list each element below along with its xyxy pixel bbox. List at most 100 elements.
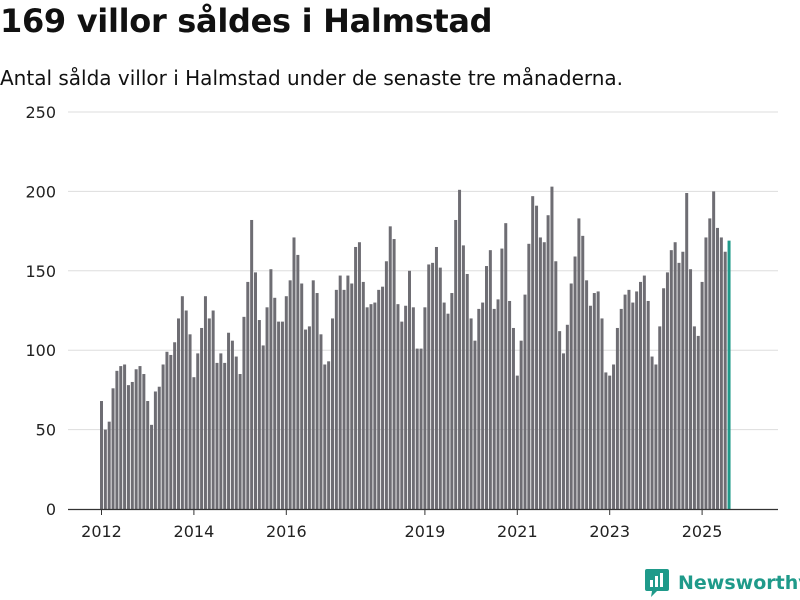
bar — [203, 296, 207, 509]
bar — [126, 385, 130, 509]
y-tick-label: 150 — [25, 262, 56, 281]
bar — [685, 192, 689, 510]
bar — [431, 262, 435, 509]
bar — [662, 288, 666, 509]
y-tick-label: 250 — [25, 103, 56, 122]
x-tick-label: 2021 — [497, 522, 538, 541]
bar — [111, 388, 115, 509]
page-title: 169 villor såldes i Halmstad — [0, 2, 493, 40]
bar — [450, 293, 454, 509]
bar — [138, 366, 142, 509]
bar — [323, 364, 327, 509]
y-tick-label: 0 — [46, 500, 56, 519]
bar — [642, 275, 646, 509]
bar — [454, 219, 458, 510]
bar — [361, 281, 365, 509]
bar — [619, 308, 623, 509]
x-tick-label: 2025 — [682, 522, 723, 541]
bar — [227, 332, 231, 509]
bar — [153, 391, 157, 509]
bar — [377, 289, 381, 509]
bar — [554, 261, 558, 509]
bar — [604, 372, 608, 509]
bar — [384, 261, 388, 509]
bar — [207, 318, 211, 509]
x-tick-label: 2012 — [81, 522, 122, 541]
bar — [654, 364, 658, 509]
bar — [242, 316, 246, 509]
bar — [280, 321, 284, 509]
bar — [415, 348, 419, 509]
bar — [180, 296, 184, 509]
bar — [173, 342, 177, 509]
bar — [331, 318, 334, 509]
bar — [234, 356, 238, 509]
bar — [265, 307, 269, 509]
brand-name: Newsworthy — [678, 572, 800, 594]
bar — [200, 327, 204, 509]
bar — [573, 256, 577, 509]
bar — [515, 375, 519, 509]
bar — [342, 289, 346, 509]
bar — [446, 313, 450, 509]
bar — [381, 286, 385, 509]
bar — [169, 354, 173, 509]
x-axis-ticks: 2012 2014 2016 2019 2021 2023 2025 — [81, 509, 722, 541]
bar — [496, 299, 500, 509]
bar — [488, 250, 492, 509]
bar — [615, 327, 619, 509]
bar — [550, 186, 554, 509]
bar — [658, 326, 662, 509]
bar — [130, 381, 134, 509]
bar — [257, 320, 261, 509]
bar — [404, 305, 408, 509]
bar — [107, 421, 111, 509]
bar — [123, 364, 127, 509]
y-tick-label: 200 — [25, 182, 56, 201]
bar — [230, 340, 234, 509]
bar — [357, 242, 361, 509]
bar — [115, 370, 119, 509]
bar — [246, 281, 250, 509]
bar — [492, 308, 496, 509]
bar — [519, 340, 523, 509]
bar — [161, 364, 165, 509]
bar — [165, 351, 169, 509]
bar — [562, 353, 565, 509]
bar — [511, 327, 515, 509]
bar — [485, 266, 488, 509]
chart-subtitle: Antal sålda villor i Halmstad under de s… — [0, 66, 624, 90]
bar — [535, 205, 539, 509]
bar — [284, 296, 288, 509]
bar — [596, 291, 600, 509]
x-tick-label: 2016 — [266, 522, 307, 541]
bar — [623, 294, 627, 509]
newsworthy-logo-icon — [645, 569, 669, 597]
bar — [708, 218, 712, 509]
bar — [689, 269, 693, 509]
bar — [538, 237, 542, 509]
bar — [600, 318, 604, 509]
bar — [192, 377, 196, 509]
bar — [334, 289, 338, 509]
bar — [588, 305, 592, 509]
bar — [542, 242, 546, 509]
bar — [665, 272, 669, 509]
bar — [677, 262, 681, 509]
bar — [177, 318, 180, 509]
y-axis-ticks: 0 50 100 150 200 250 — [25, 103, 56, 519]
bar — [650, 356, 654, 509]
bar — [434, 246, 438, 510]
bar — [354, 246, 358, 510]
x-tick-label: 2014 — [174, 522, 215, 541]
bar — [350, 283, 354, 509]
bar — [427, 264, 431, 509]
bar — [373, 302, 377, 509]
bar-highlight — [727, 240, 731, 509]
brand-logo: Newsworthy — [644, 568, 800, 598]
bar — [311, 280, 315, 509]
bar — [184, 310, 188, 509]
bar — [627, 289, 631, 509]
bar — [477, 308, 481, 509]
